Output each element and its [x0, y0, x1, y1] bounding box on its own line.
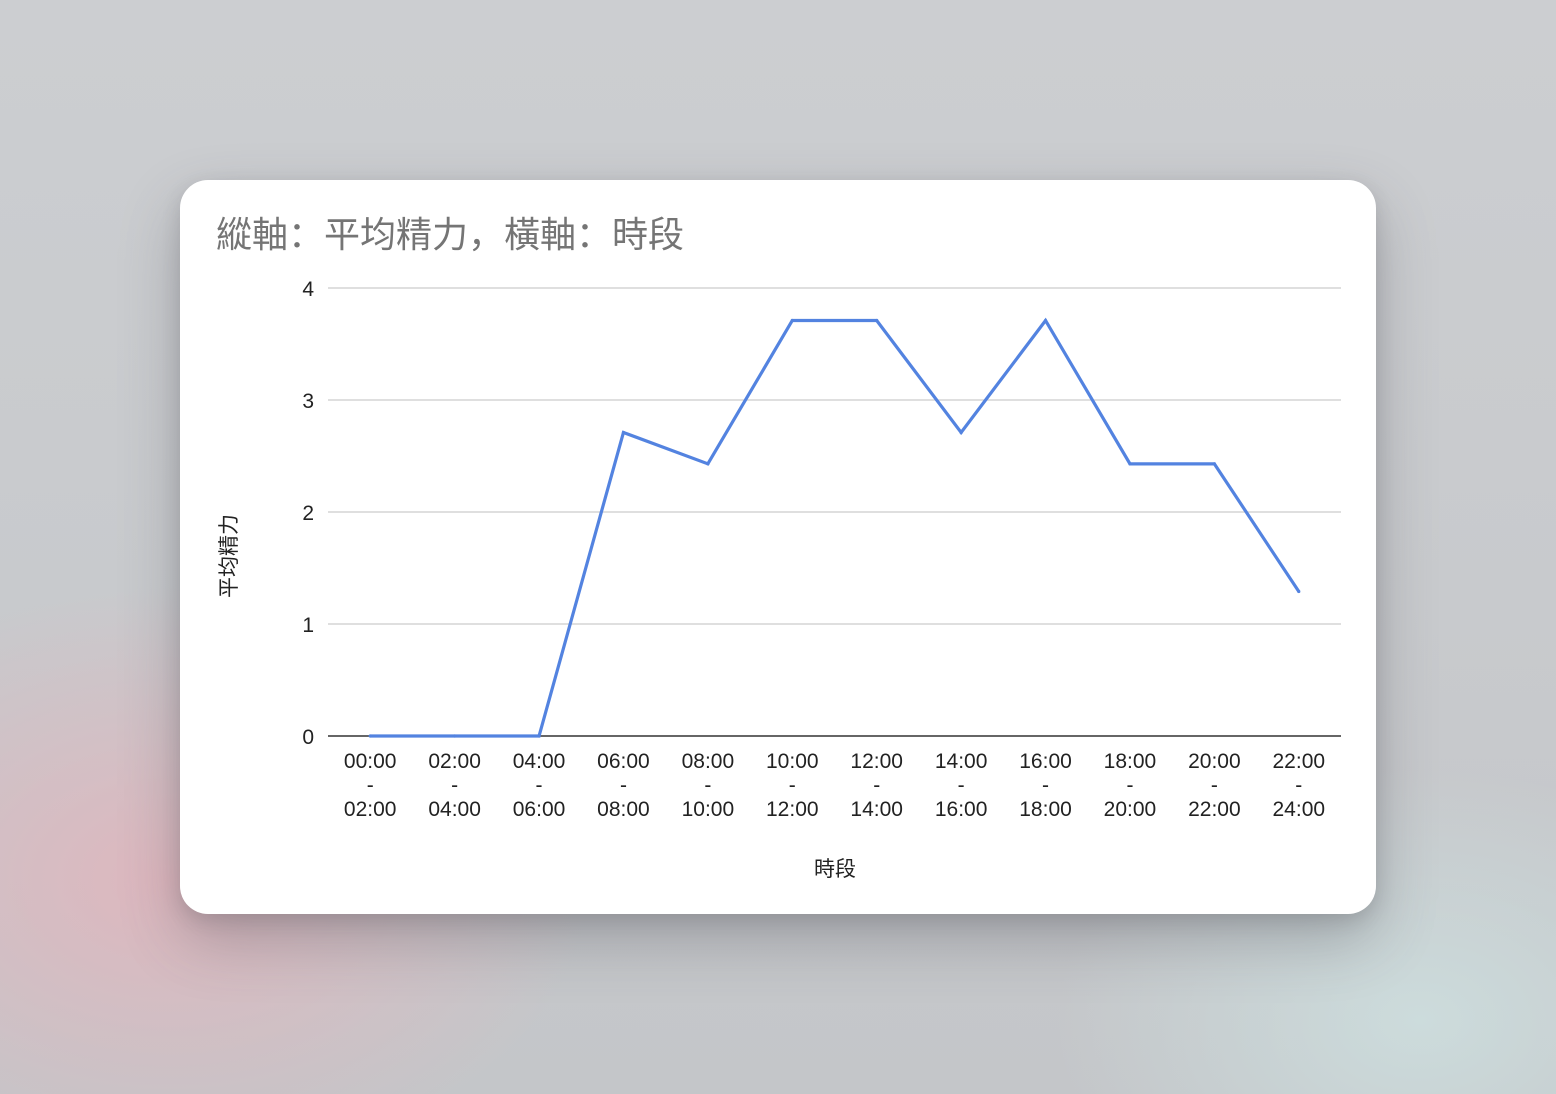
- y-axis-title: 平均精力: [217, 514, 241, 598]
- x-tick-label-line: 00:00: [344, 750, 397, 773]
- data-point: [790, 318, 794, 323]
- gridlines: [328, 287, 1341, 737]
- x-tick-label-line: 20:00: [1188, 750, 1241, 773]
- x-tick-label-line: 12:00: [850, 750, 903, 773]
- data-point: [368, 734, 372, 738]
- x-tick-label-line: 08:00: [597, 798, 650, 821]
- x-tick-label-line: 10:00: [766, 750, 819, 773]
- data-point: [1128, 462, 1132, 466]
- x-tick-label-line: -: [536, 774, 543, 797]
- x-tick-label: 06:00 -08:00: [597, 750, 650, 821]
- x-tick-label: 04:00 -06:00: [513, 750, 566, 821]
- x-tick-label-line: 02:00: [344, 798, 397, 821]
- data-point: [537, 734, 541, 738]
- x-tick-label-line: 22:00: [1273, 750, 1326, 773]
- chart-title: 縱軸：平均精力，橫軸：時段: [216, 215, 685, 256]
- x-tick-label-line: 04:00: [513, 750, 566, 773]
- data-point: [1043, 318, 1048, 323]
- x-tick-label-line: 12:00: [766, 798, 819, 821]
- x-tick-label-line: 06:00: [597, 750, 650, 773]
- data-point: [621, 430, 626, 435]
- x-tick-label-line: -: [367, 774, 374, 797]
- y-tick-label: 4: [302, 278, 314, 301]
- x-tick-label-line: 06:00: [513, 798, 566, 821]
- x-tick-label-line: -: [1211, 774, 1218, 797]
- x-tick-label-line: 10:00: [682, 798, 735, 821]
- x-tick-label-line: 02:00: [428, 750, 481, 773]
- x-tick-label-line: 08:00: [682, 750, 735, 773]
- x-tick-label-line: -: [451, 774, 458, 797]
- x-tick-label-line: -: [789, 774, 796, 797]
- x-tick-label: 16:00 -18:00: [1019, 750, 1072, 821]
- series-layer: [368, 317, 1301, 738]
- x-tick-label-line: 24:00: [1273, 798, 1326, 821]
- x-tick-label: 02:00 -04:00: [428, 750, 481, 821]
- y-axis-ticks: 0 1 2 3 4: [302, 278, 314, 749]
- x-tick-label: 00:00 -02:00: [344, 750, 397, 821]
- x-tick-label-line: -: [958, 774, 965, 797]
- data-point: [1212, 462, 1216, 466]
- data-point: [959, 430, 963, 435]
- data-point: [1297, 589, 1301, 594]
- x-tick-label-line: -: [1042, 774, 1049, 797]
- x-tick-label: 14:00 -16:00: [935, 750, 988, 821]
- y-tick-label: 1: [302, 614, 314, 637]
- x-tick-label: 08:00 -10:00: [682, 750, 735, 821]
- data-point: [453, 734, 457, 738]
- x-tick-label-line: 16:00: [1019, 750, 1072, 773]
- data-point: [875, 318, 879, 323]
- y-tick-label: 2: [302, 502, 314, 525]
- x-tick-label: 12:00 -14:00: [850, 750, 903, 821]
- x-axis-title: 時段: [814, 857, 856, 881]
- x-tick-label-line: -: [620, 774, 627, 797]
- x-tick-label: 22:00 -24:00: [1273, 750, 1326, 821]
- series-line: [370, 317, 1301, 738]
- x-tick-label-line: 18:00: [1104, 750, 1157, 773]
- x-tick-label-line: 18:00: [1019, 798, 1072, 821]
- x-tick-label-line: 04:00: [428, 798, 481, 821]
- y-tick-label: 3: [302, 390, 314, 413]
- x-tick-label: 20:00 -22:00: [1188, 750, 1241, 821]
- data-point: [706, 462, 710, 466]
- x-tick-label-line: 14:00: [935, 750, 988, 773]
- x-tick-label-line: 16:00: [935, 798, 988, 821]
- x-tick-label: 10:00 -12:00: [766, 750, 819, 821]
- y-tick-label: 0: [302, 726, 314, 749]
- x-tick-label: 18:00 -20:00: [1104, 750, 1157, 821]
- x-tick-label-line: -: [873, 774, 880, 797]
- x-tick-label-line: 20:00: [1104, 798, 1157, 821]
- x-tick-label-line: 22:00: [1188, 798, 1241, 821]
- x-tick-label-line: -: [1126, 774, 1133, 797]
- x-tick-label-line: -: [704, 774, 711, 797]
- x-tick-label-line: 14:00: [850, 798, 903, 821]
- x-tick-label-line: -: [1295, 774, 1302, 797]
